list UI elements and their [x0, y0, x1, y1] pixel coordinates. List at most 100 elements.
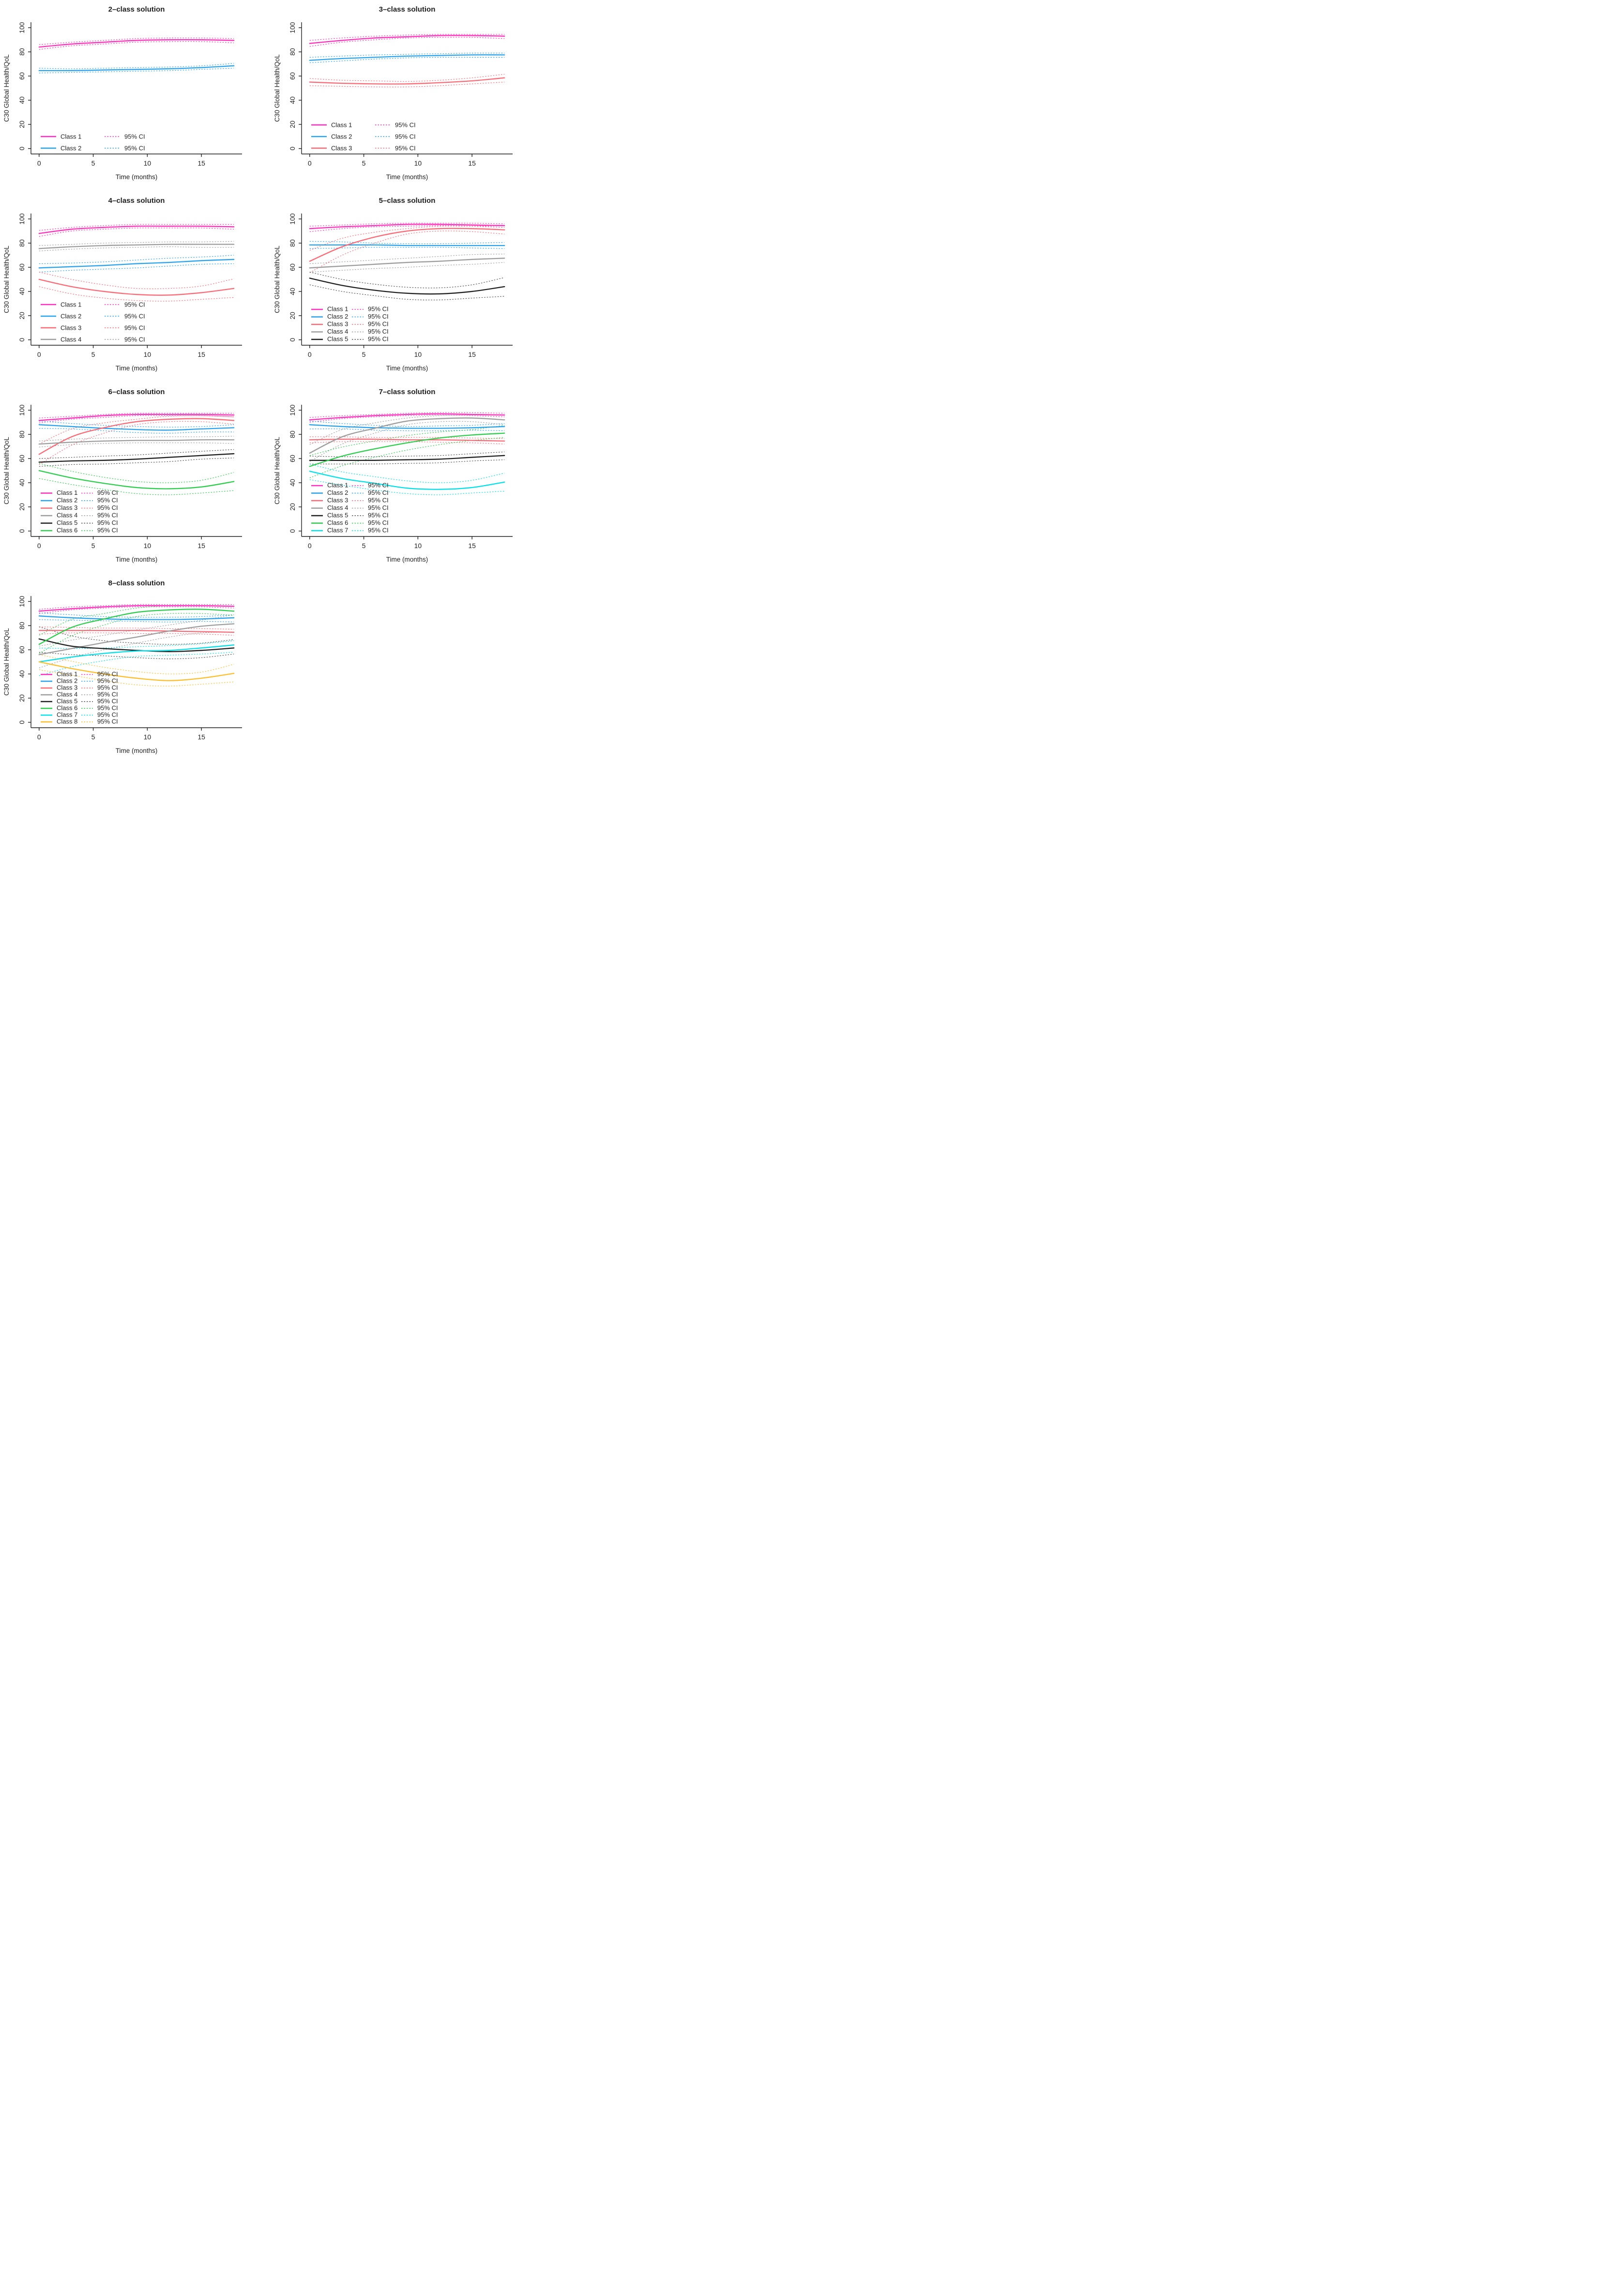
- y-tick-label: 20: [18, 121, 26, 128]
- legend-row: Class 3 95% CI: [311, 497, 389, 504]
- legend-ci-label: 95% CI: [395, 145, 416, 152]
- legend-ci-label: 95% CI: [368, 328, 389, 335]
- x-tick-label: 5: [362, 159, 366, 167]
- y-tick-label: 40: [18, 479, 26, 487]
- x-tick-label: 15: [468, 351, 476, 358]
- x-axis-title: Time (months): [386, 173, 428, 181]
- legend-row: Class 4 95% CI: [41, 691, 118, 698]
- legend-row: Class 1 95% CI: [41, 671, 118, 678]
- legend-ci-label: 95% CI: [124, 324, 145, 332]
- ci-upper-line: [309, 241, 505, 245]
- ci-upper-line: [39, 627, 234, 645]
- ci-lower-line: [309, 230, 505, 273]
- ci-lower-line: [39, 415, 234, 424]
- legend-row: Class 2 95% CI: [311, 489, 389, 496]
- x-tick-label: 0: [37, 351, 41, 358]
- ci-upper-line: [309, 34, 505, 41]
- ci-upper-line: [309, 52, 505, 58]
- legend-ci-label: 95% CI: [97, 671, 118, 678]
- ci-lower-line: [39, 421, 234, 465]
- ci-upper-line: [39, 463, 234, 483]
- legend-ci-label: 95% CI: [97, 698, 118, 705]
- legend-ci-label: 95% CI: [97, 684, 118, 691]
- y-tick-label: 100: [288, 404, 296, 416]
- legend-ci-label: 95% CI: [124, 145, 145, 152]
- ci-upper-line: [39, 37, 234, 45]
- legend-row: Class 1 95% CI: [311, 306, 389, 313]
- legend-series-label: Class 8: [57, 718, 77, 725]
- chart-svg: 7–class solution 0 5 10 15 0 20 40 60 80 100 Time (…: [273, 388, 513, 563]
- legend-series-label: Class 3: [57, 684, 77, 691]
- series-line: [38, 413, 235, 421]
- y-tick-label: 60: [288, 263, 296, 271]
- x-tick-label: 10: [414, 159, 422, 167]
- y-axis-title: C30 Global Health/QoL: [273, 54, 281, 122]
- legend-series-label: Class 2: [327, 489, 348, 496]
- y-tick-label: 0: [18, 529, 26, 533]
- legend-series-label: Class 1: [57, 489, 77, 496]
- legend-row: Class 6 95% CI: [311, 519, 389, 526]
- series-line: [309, 258, 505, 269]
- x-axis-title: Time (months): [116, 365, 158, 372]
- ci-upper-line: [39, 605, 234, 636]
- legend-ci-label: 95% CI: [97, 519, 118, 526]
- y-tick-label: 40: [18, 96, 26, 104]
- legend-series-label: Class 2: [57, 677, 77, 685]
- legend-series-label: Class 2: [331, 133, 352, 140]
- legend-row: Class 5 95% CI: [41, 519, 118, 526]
- x-tick-label: 10: [144, 159, 152, 167]
- x-tick-label: 15: [197, 542, 205, 550]
- series-line: [309, 438, 505, 442]
- x-axis-title: Time (months): [116, 556, 158, 563]
- legend-ci-label: 95% CI: [97, 497, 118, 504]
- x-tick-label: 0: [308, 542, 312, 550]
- legend-ci-label: 95% CI: [124, 133, 145, 140]
- legend-series-label: Class 6: [57, 527, 77, 534]
- ci-lower-line: [309, 428, 505, 431]
- panel-title: 6–class solution: [108, 388, 165, 396]
- legend-series-label: Class 6: [57, 704, 77, 712]
- y-tick-label: 40: [18, 288, 26, 295]
- legend-ci-label: 95% CI: [97, 504, 118, 511]
- series-line: [309, 424, 505, 429]
- series-line: [38, 615, 235, 620]
- x-tick-label: 10: [144, 542, 152, 550]
- ci-upper-line: [309, 225, 505, 251]
- legend-ci-label: 95% CI: [97, 704, 118, 712]
- y-tick-label: 40: [288, 288, 296, 295]
- y-tick-label: 100: [18, 22, 26, 33]
- y-tick-label: 0: [288, 529, 296, 533]
- legend-ci-label: 95% CI: [368, 527, 389, 534]
- series-line: [38, 605, 235, 612]
- ci-upper-line: [39, 415, 234, 444]
- legend-ci-label: 95% CI: [368, 482, 389, 489]
- legend-series-label: Class 4: [327, 504, 348, 511]
- ci-upper-line: [309, 254, 505, 264]
- ci-upper-line: [309, 425, 505, 456]
- series-line: [309, 77, 505, 85]
- legend-row: Class 4 95% CI: [41, 336, 145, 343]
- series-line: [38, 65, 235, 72]
- ci-lower-line: [39, 246, 234, 251]
- ci-lower-line: [39, 68, 234, 74]
- y-tick-label: 20: [18, 503, 26, 511]
- ci-upper-line: [39, 604, 234, 610]
- legend-row: Class 7 95% CI: [311, 527, 389, 534]
- legend-ci-label: 95% CI: [395, 122, 416, 129]
- x-tick-label: 10: [414, 542, 422, 550]
- ci-upper-line: [39, 436, 234, 442]
- y-tick-label: 60: [18, 72, 26, 80]
- y-tick-label: 60: [288, 72, 296, 80]
- panel-title: 3–class solution: [379, 5, 436, 14]
- ci-upper-line: [39, 612, 234, 618]
- ci-upper-line: [39, 272, 234, 290]
- legend-ci-label: 95% CI: [97, 718, 118, 725]
- legend-ci-label: 95% CI: [97, 527, 118, 534]
- legend-series-label: Class 5: [57, 519, 77, 526]
- legend-series-label: Class 4: [327, 328, 348, 335]
- legend-row: Class 7 95% CI: [41, 711, 118, 719]
- legend-series-label: Class 7: [327, 527, 348, 534]
- legend-ci-label: 95% CI: [368, 519, 389, 526]
- legend-series-label: Class 5: [327, 512, 348, 519]
- legend-row: Class 8 95% CI: [41, 718, 118, 725]
